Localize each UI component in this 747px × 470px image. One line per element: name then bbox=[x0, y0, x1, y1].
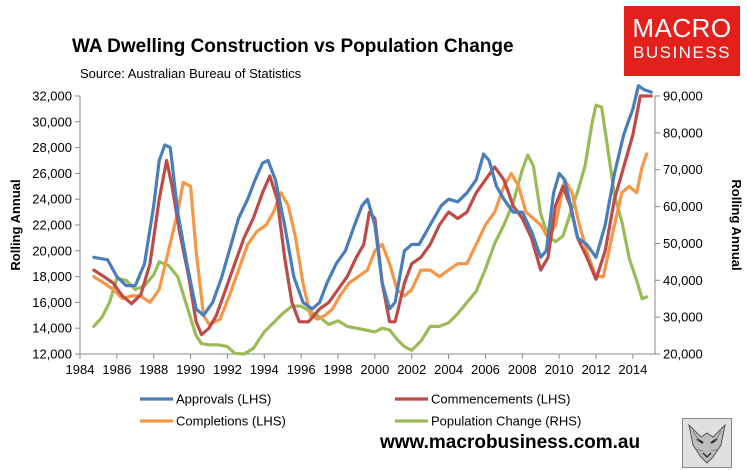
y-tick-label-left: 18,000 bbox=[32, 269, 72, 284]
x-tick-label: 2002 bbox=[397, 362, 426, 377]
x-tick-label: 1986 bbox=[102, 362, 131, 377]
x-tick-label: 1998 bbox=[324, 362, 353, 377]
y-tick-label-right: 20,000 bbox=[663, 347, 703, 362]
x-tick-label: 2014 bbox=[618, 362, 647, 377]
x-tick-label: 2010 bbox=[545, 362, 574, 377]
legend-label: Commencements (LHS) bbox=[431, 392, 570, 407]
y-tick-label-right: 80,000 bbox=[663, 125, 703, 140]
series-lines bbox=[92, 84, 653, 356]
y-tick-label-right: 40,000 bbox=[663, 273, 703, 288]
y-axis-title-right: Rolling Annual bbox=[729, 179, 744, 270]
y-tick-label-left: 12,000 bbox=[32, 347, 72, 362]
y-tick-label-right: 70,000 bbox=[663, 162, 703, 177]
logo-business-text: BUSINESS bbox=[633, 43, 731, 62]
x-tick-label: 1988 bbox=[139, 362, 168, 377]
legend-label: Completions (LHS) bbox=[176, 414, 286, 429]
y-tick-label-right: 90,000 bbox=[663, 89, 703, 104]
series-line-approvals-lhs bbox=[92, 84, 653, 317]
x-tick-label: 2004 bbox=[434, 362, 463, 377]
x-tick-label: 1990 bbox=[176, 362, 205, 377]
y-tick-label-left: 26,000 bbox=[32, 166, 72, 181]
x-tick-label: 2000 bbox=[360, 362, 389, 377]
series-line-population-change-rhs bbox=[92, 103, 649, 356]
y-tick-label-right: 30,000 bbox=[663, 310, 703, 325]
chart-title: WA Dwelling Construction vs Population C… bbox=[72, 36, 514, 57]
x-tick-label: 1984 bbox=[66, 362, 95, 377]
x-tick-label: 2008 bbox=[508, 362, 537, 377]
chart-subtitle: Source: Australian Bureau of Statistics bbox=[80, 66, 302, 81]
legend-label: Approvals (LHS) bbox=[176, 392, 271, 407]
y-tick-label-right: 50,000 bbox=[663, 236, 703, 251]
x-tick-label: 1996 bbox=[287, 362, 316, 377]
axes: 12,000 14,000 16,000 18,000 20,000 22,000 24,0… bbox=[8, 89, 744, 378]
y-tick-label-left: 32,000 bbox=[32, 89, 72, 104]
y-tick-label-left: 28,000 bbox=[32, 140, 72, 155]
x-tick-label: 1994 bbox=[250, 362, 279, 377]
footer-url: www.macrobusiness.com.au bbox=[380, 432, 641, 453]
y-tick-label-left: 30,000 bbox=[32, 114, 72, 129]
y-tick-label-left: 20,000 bbox=[32, 243, 72, 258]
y-tick-label-left: 24,000 bbox=[32, 192, 72, 207]
logo-macro-text: MACRO bbox=[632, 13, 732, 43]
macrobusiness-logo: MACRO BUSINESS bbox=[624, 6, 740, 76]
legend-label: Population Change (RHS) bbox=[431, 414, 581, 429]
x-tick-label: 2006 bbox=[471, 362, 500, 377]
y-tick-label-left: 22,000 bbox=[32, 218, 72, 233]
y-tick-label-left: 16,000 bbox=[32, 295, 72, 310]
x-tick-label: 2012 bbox=[582, 362, 611, 377]
fox-logo-icon bbox=[682, 418, 732, 468]
y-axis-title-left: Rolling Annual bbox=[8, 179, 23, 270]
legend: Approvals (LHS) Commencements (LHS) Comple… bbox=[140, 392, 581, 429]
y-tick-label-left: 14,000 bbox=[32, 321, 72, 336]
y-tick-label-right: 60,000 bbox=[663, 199, 703, 214]
x-tick-label: 1992 bbox=[213, 362, 242, 377]
